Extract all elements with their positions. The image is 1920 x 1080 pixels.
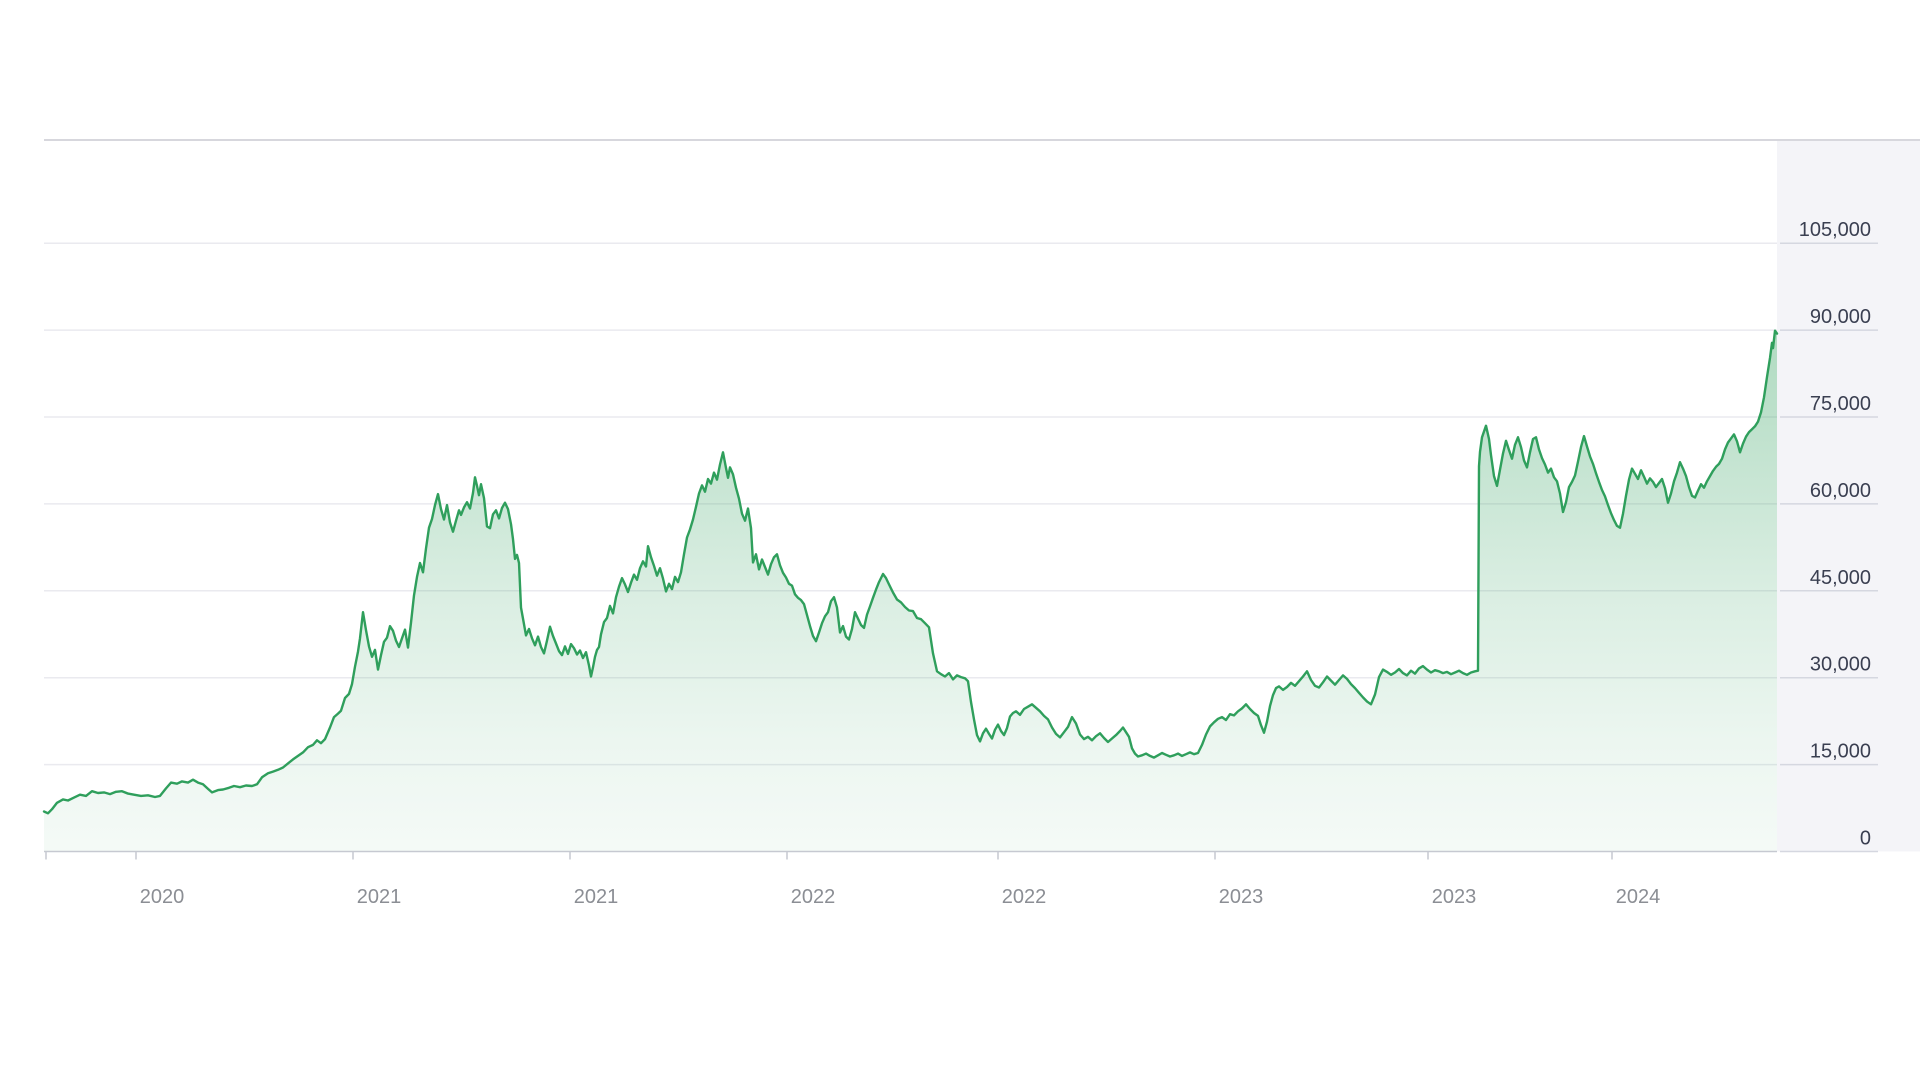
x-axis: [44, 850, 1777, 860]
y-axis-label: 0: [1860, 828, 1871, 850]
price-line: [42, 329, 1779, 815]
x-axis-label: 2022: [791, 886, 836, 908]
y-axis-band-ticks: [1780, 242, 1878, 853]
y-axis-label: 15,000: [1810, 741, 1871, 763]
price-area-fill: [44, 330, 1777, 852]
y-axis-labels: 105,000 90,000 75,000 60,000 45,000 30,000 15,…: [1799, 219, 1871, 849]
y-axis-label: 90,000: [1810, 306, 1871, 328]
y-axis-label: 105,000: [1799, 219, 1871, 241]
y-axis-label: 30,000: [1810, 654, 1871, 676]
x-axis-label: 2024: [1616, 886, 1661, 908]
x-axis-label: 2023: [1432, 886, 1477, 908]
x-axis-label: 2022: [1002, 886, 1047, 908]
x-axis-labels: 2020 2021 2021 2022 2022 2023 2023 2024: [140, 886, 1661, 908]
x-axis-label: 2023: [1219, 886, 1264, 908]
x-axis-label: 2020: [140, 886, 185, 908]
y-axis-band: [1777, 140, 1920, 852]
y-axis-label: 60,000: [1810, 480, 1871, 502]
y-axis-label: 75,000: [1810, 393, 1871, 415]
y-axis-label: 45,000: [1810, 567, 1871, 589]
x-axis-label: 2021: [357, 886, 402, 908]
x-axis-label: 2021: [574, 886, 619, 908]
